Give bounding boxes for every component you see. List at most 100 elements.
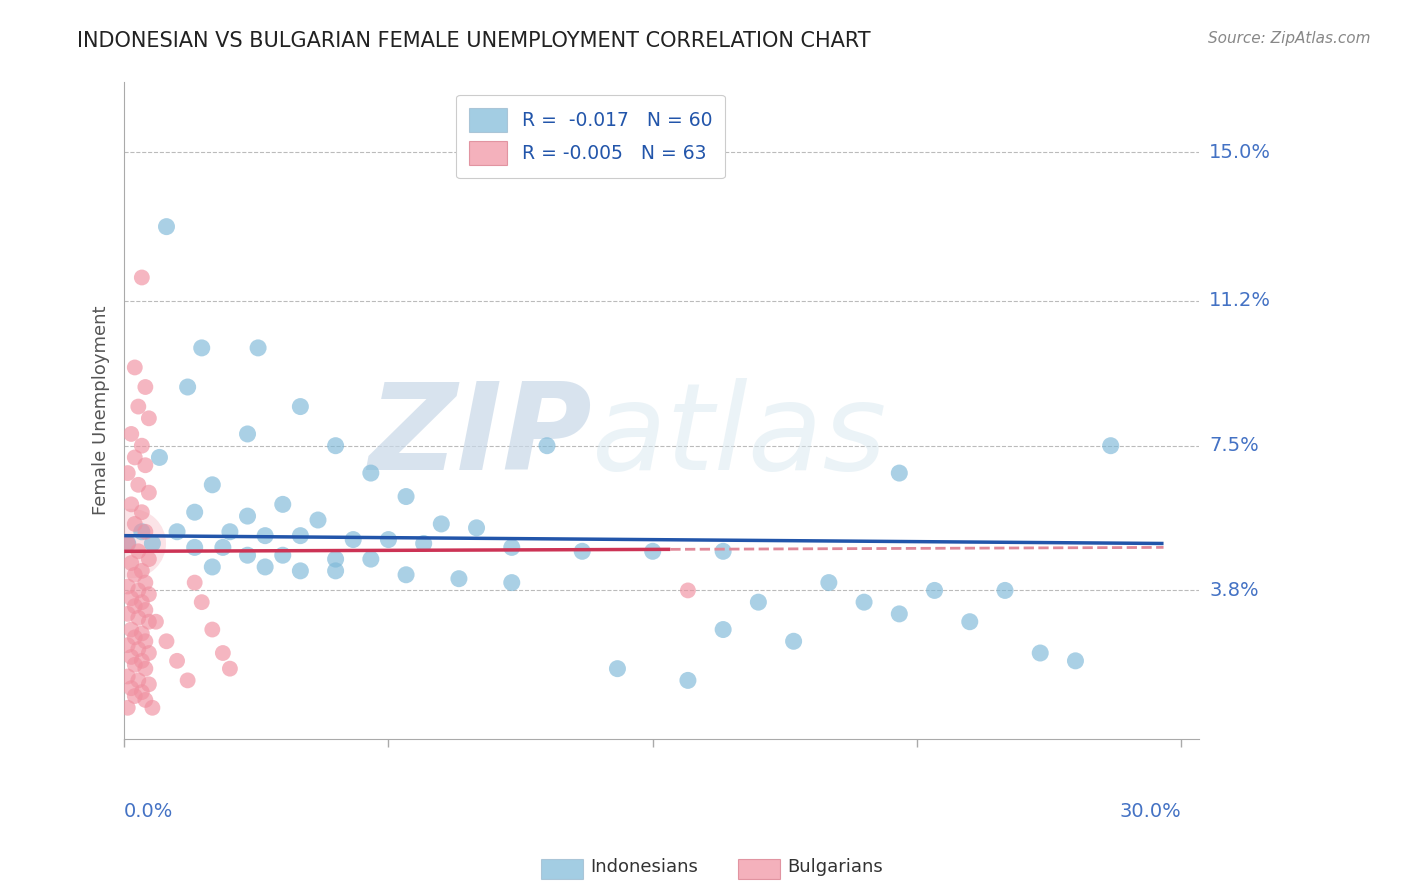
Point — [134, 458, 156, 473]
Point — [166, 524, 188, 539]
Point — [117, 638, 139, 652]
Point — [247, 341, 270, 355]
Point — [117, 580, 139, 594]
Point — [138, 411, 160, 425]
Point — [236, 426, 259, 441]
Point — [138, 485, 160, 500]
Point — [889, 466, 911, 480]
Text: ZIP: ZIP — [368, 378, 592, 495]
Point — [676, 673, 699, 688]
Point — [138, 615, 160, 629]
Point — [117, 607, 139, 621]
Point — [127, 611, 149, 625]
Point — [325, 564, 347, 578]
Point — [212, 646, 235, 660]
Point — [120, 497, 142, 511]
Point — [155, 634, 177, 648]
Point — [782, 634, 804, 648]
Point — [711, 544, 734, 558]
Point — [134, 575, 156, 590]
Point — [1099, 439, 1122, 453]
Point — [201, 560, 224, 574]
Point — [994, 583, 1017, 598]
Point — [117, 700, 139, 714]
Point — [271, 497, 294, 511]
Point — [176, 380, 198, 394]
Point — [676, 583, 699, 598]
Point — [120, 681, 142, 696]
Text: INDONESIAN VS BULGARIAN FEMALE UNEMPLOYMENT CORRELATION CHART: INDONESIAN VS BULGARIAN FEMALE UNEMPLOYM… — [77, 31, 870, 51]
Point — [134, 693, 156, 707]
Point — [254, 529, 277, 543]
Point — [747, 595, 769, 609]
Point — [145, 615, 167, 629]
Point — [395, 567, 418, 582]
Text: 3.8%: 3.8% — [1209, 581, 1258, 600]
Point — [501, 541, 523, 555]
Point — [124, 450, 146, 465]
Text: 15.0%: 15.0% — [1209, 143, 1271, 161]
Point — [641, 544, 664, 558]
Point — [138, 552, 160, 566]
Point — [131, 626, 153, 640]
Point — [176, 673, 198, 688]
Point — [138, 587, 160, 601]
Point — [1064, 654, 1087, 668]
Point — [134, 662, 156, 676]
Point — [131, 564, 153, 578]
Point — [124, 599, 146, 613]
Point — [134, 634, 156, 648]
Point — [124, 689, 146, 703]
Point — [120, 556, 142, 570]
Text: Indonesians: Indonesians — [591, 858, 699, 876]
Point — [127, 642, 149, 657]
Point — [131, 270, 153, 285]
Point — [254, 560, 277, 574]
Point — [212, 541, 235, 555]
Point — [120, 623, 142, 637]
Point — [818, 575, 841, 590]
Point — [236, 509, 259, 524]
Point — [141, 700, 163, 714]
Text: 11.2%: 11.2% — [1209, 292, 1271, 310]
Point — [430, 516, 453, 531]
Point — [959, 615, 981, 629]
Point — [183, 505, 205, 519]
Y-axis label: Female Unemployment: Female Unemployment — [93, 306, 110, 516]
Point — [853, 595, 876, 609]
Point — [127, 673, 149, 688]
Point — [134, 524, 156, 539]
Point — [889, 607, 911, 621]
Point — [131, 439, 153, 453]
Point — [1029, 646, 1052, 660]
Point — [465, 521, 488, 535]
Text: 0.0%: 0.0% — [124, 802, 173, 821]
Point — [127, 400, 149, 414]
Point — [166, 654, 188, 668]
Text: atlas: atlas — [592, 378, 887, 495]
Point — [127, 583, 149, 598]
Text: 30.0%: 30.0% — [1119, 802, 1181, 821]
Point — [138, 646, 160, 660]
Point — [127, 478, 149, 492]
Point — [120, 426, 142, 441]
Point — [124, 657, 146, 672]
Text: Source: ZipAtlas.com: Source: ZipAtlas.com — [1208, 31, 1371, 46]
Point — [201, 478, 224, 492]
Point — [307, 513, 329, 527]
Point — [134, 603, 156, 617]
Point — [236, 548, 259, 562]
Text: Bulgarians: Bulgarians — [787, 858, 883, 876]
Point — [711, 623, 734, 637]
Point — [117, 536, 139, 550]
Point — [290, 529, 312, 543]
Point — [117, 466, 139, 480]
Legend: R =  -0.017   N = 60, R = -0.005   N = 63: R = -0.017 N = 60, R = -0.005 N = 63 — [456, 95, 725, 178]
Point — [536, 439, 558, 453]
Point — [290, 400, 312, 414]
Text: 7.5%: 7.5% — [1209, 436, 1260, 455]
Point — [190, 341, 212, 355]
Point — [124, 631, 146, 645]
Point — [131, 685, 153, 699]
Point — [360, 466, 382, 480]
